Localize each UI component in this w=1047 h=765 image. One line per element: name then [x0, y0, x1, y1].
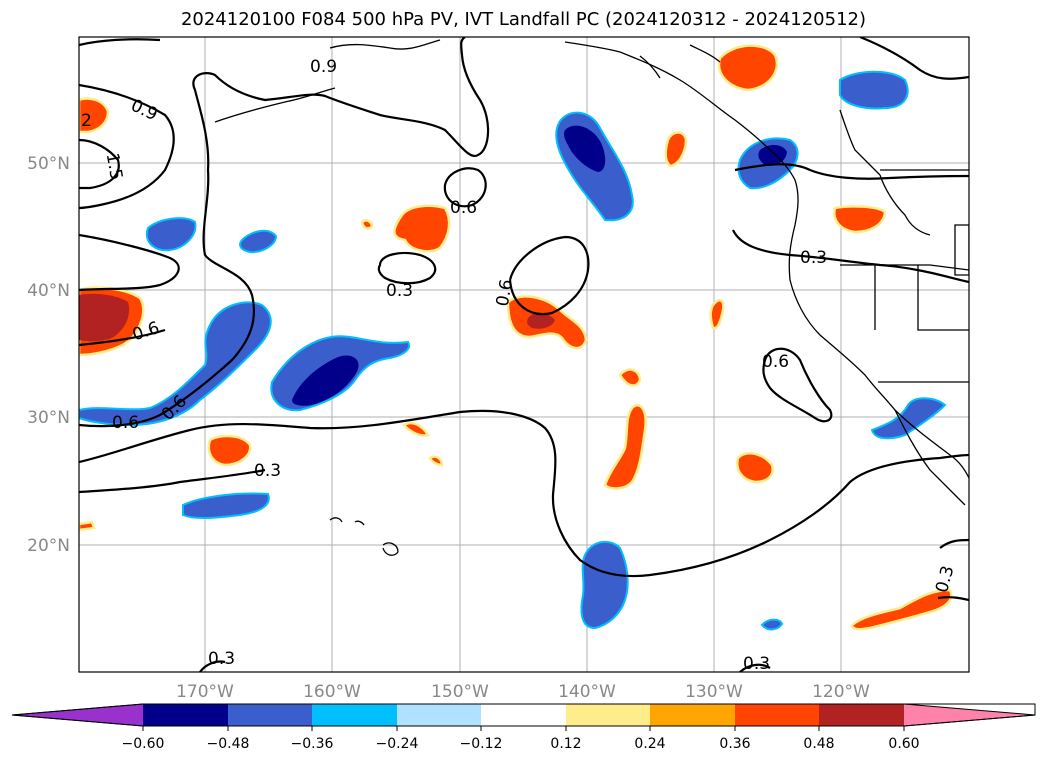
- colorbar-segment: [312, 704, 397, 726]
- colorbar-segment: [735, 704, 819, 726]
- colorbar-segment: [650, 704, 735, 726]
- colorbar-max-extension: [904, 704, 1035, 726]
- colorbar-tick-label: 0.12: [550, 736, 581, 752]
- contour-label: 0.6: [450, 198, 477, 218]
- lat-label: 30°N: [27, 408, 70, 428]
- contour-label: 0.3: [800, 248, 827, 268]
- map-title: 2024120100 F084 500 hPa PV, IVT Landfall…: [180, 9, 867, 30]
- coastlines: [214, 39, 969, 556]
- map-frame: [78, 36, 970, 673]
- contour-label: 0.3: [386, 281, 413, 301]
- colorbar-tick-label: −0.60: [122, 736, 165, 752]
- colorbar-segment: [481, 704, 566, 726]
- colorbar-tick-label: −0.48: [207, 736, 250, 752]
- colorbar-tick-label: −0.24: [376, 736, 419, 752]
- colorbar-tick-label: −0.12: [460, 736, 503, 752]
- contour-labels: 0.9 0.9 2 1.5 0.6 0.3 0.6 0.6 0.6 0.6 0.…: [81, 57, 958, 674]
- contour-label: 2: [81, 111, 92, 131]
- latitude-axis: 50°N 40°N 30°N 20°N: [27, 154, 70, 556]
- colorbar-tick-label: 0.24: [634, 736, 665, 752]
- colorbar-tick-marks: [142, 726, 905, 731]
- colorbar-min-extension: [12, 704, 143, 726]
- colorbar: −0.60 −0.48 −0.36 −0.24 −0.12 0.12 0.24 …: [11, 703, 1036, 752]
- strong-positive-cores: [79, 293, 555, 342]
- colorbar-segment: [819, 704, 904, 726]
- colorbar-tick-label: 0.60: [888, 736, 919, 752]
- colorbar-tick-label: 0.36: [719, 736, 750, 752]
- colorbar-segment: [397, 704, 481, 726]
- colorbar-segment: [566, 704, 650, 726]
- lon-label: 150°W: [431, 682, 489, 702]
- lon-label: 170°W: [176, 682, 234, 702]
- contour-label: 0.3: [743, 654, 770, 674]
- lon-label: 130°W: [685, 682, 743, 702]
- lon-label: 120°W: [812, 682, 870, 702]
- contour-label: 0.6: [112, 413, 139, 433]
- contour-label: 0.3: [254, 461, 281, 481]
- lon-label: 140°W: [558, 682, 616, 702]
- contour-lines: [79, 37, 969, 672]
- contour-label: 0.6: [493, 278, 517, 308]
- contour-label: 0.9: [310, 57, 337, 77]
- colorbar-tick-label: −0.36: [291, 736, 334, 752]
- contour-label: 1.5: [102, 152, 126, 182]
- strong-negative-cores: [292, 125, 787, 406]
- contour-label: 0.6: [762, 352, 789, 372]
- lon-label: 160°W: [303, 682, 361, 702]
- longitude-axis: 170°W 160°W 150°W 140°W 130°W 120°W: [176, 682, 870, 702]
- colorbar-segment: [143, 704, 228, 726]
- colorbar-tick-label: 0.48: [803, 736, 834, 752]
- lat-label: 50°N: [27, 154, 70, 174]
- contour-label: 0.3: [208, 649, 235, 669]
- colorbar-segment: [228, 704, 312, 726]
- lat-label: 20°N: [27, 536, 70, 556]
- lat-label: 40°N: [27, 281, 70, 301]
